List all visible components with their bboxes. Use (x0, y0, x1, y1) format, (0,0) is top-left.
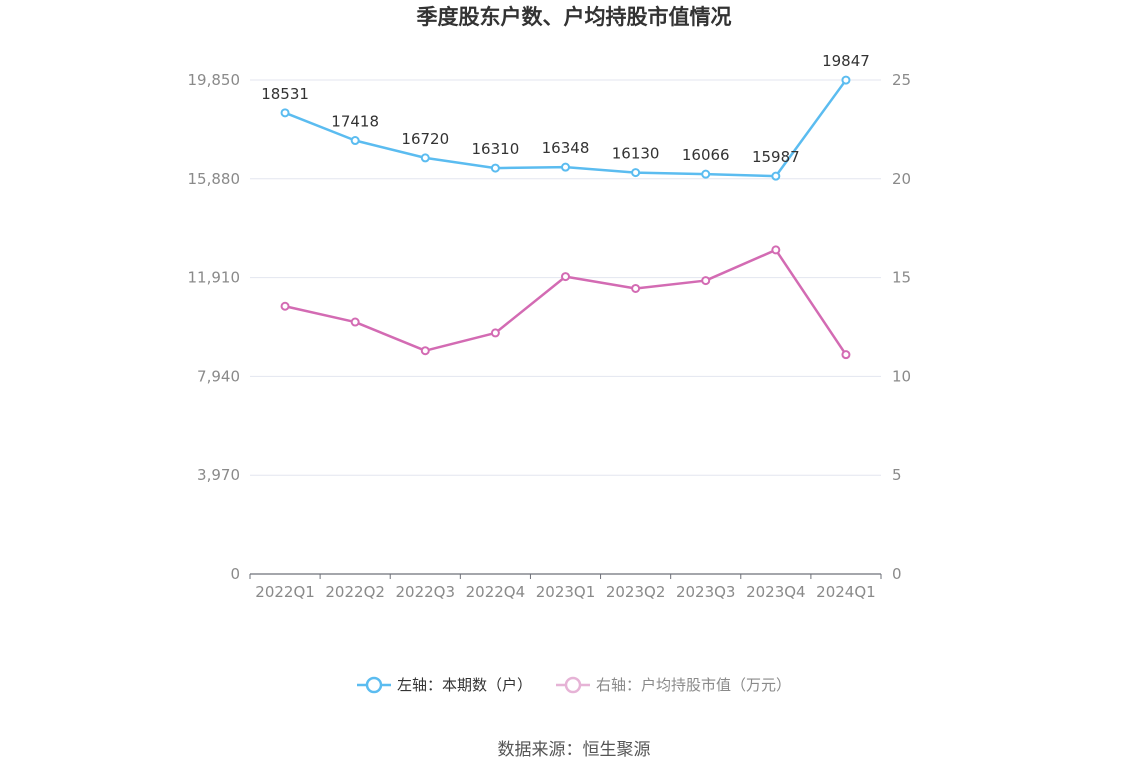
x-tick-label: 2022Q4 (466, 583, 526, 601)
legend-item-0[interactable]: 左轴：本期数（户） (357, 676, 532, 694)
x-tick-label: 2022Q1 (255, 583, 315, 601)
series-point-1[interactable] (490, 328, 500, 338)
right-tick-label: 0 (892, 565, 902, 583)
left-tick-label: 3,970 (197, 466, 240, 484)
series-point-0[interactable] (771, 171, 781, 181)
series-point-1[interactable] (771, 245, 781, 255)
series-point-1[interactable] (841, 350, 851, 360)
series-point-0[interactable] (350, 136, 360, 146)
series-point-1[interactable] (631, 283, 641, 293)
x-tick-label: 2024Q1 (816, 583, 876, 601)
data-label: 16066 (682, 146, 730, 164)
series-point-0[interactable] (420, 153, 430, 163)
data-label: 16310 (472, 140, 520, 158)
right-tick-label: 5 (892, 466, 902, 484)
x-axis: 2022Q1 2022Q2 2022Q3 2022Q4 2023Q1 2023Q2 2023… (249, 573, 882, 601)
left-tick-label: 19,850 (188, 71, 241, 89)
x-tick-label: 2023Q1 (536, 583, 596, 601)
data-label: 19847 (822, 52, 870, 70)
series-point-1[interactable] (561, 272, 570, 282)
legend-item-1[interactable]: 右轴：户均持股市值（万元） (556, 676, 791, 694)
series-point-0[interactable] (280, 108, 290, 118)
source-note: 数据来源：恒生聚源 (498, 740, 651, 760)
right-tick-label: 15 (892, 269, 911, 287)
series-point-0[interactable] (631, 168, 641, 178)
right-tick-label: 10 (892, 367, 911, 385)
left-tick-label: 7,940 (197, 367, 240, 385)
series-point-0[interactable] (561, 162, 570, 172)
data-label: 16720 (401, 130, 449, 148)
right-tick-label: 20 (892, 170, 911, 188)
series-point-1[interactable] (420, 346, 430, 356)
right-axis: 0 5 10 15 20 25 (892, 71, 911, 583)
left-tick-label: 15,880 (188, 170, 241, 188)
legend-symbol-marker (365, 676, 383, 694)
x-tick-label: 2023Q4 (746, 583, 806, 601)
legend[interactable]: 左轴：本期数（户） 右轴：户均持股市值（万元） (357, 676, 791, 694)
left-tick-label: 0 (230, 565, 240, 583)
data-label: 18531 (261, 85, 309, 103)
data-label: 16348 (542, 139, 590, 157)
x-tick-label: 2022Q2 (325, 583, 385, 601)
series-point-1[interactable] (350, 317, 360, 327)
left-tick-label: 11,910 (188, 269, 241, 287)
series-point-1[interactable] (701, 276, 711, 286)
series-line-1 (284, 248, 847, 356)
series-point-0[interactable] (490, 163, 500, 173)
data-label: 15987 (752, 148, 800, 166)
series-point-1[interactable] (280, 301, 290, 311)
series-point-0[interactable] (701, 169, 711, 179)
legend-label: 右轴：户均持股市值（万元） (596, 676, 791, 694)
x-tick-label: 2022Q3 (396, 583, 456, 601)
left-axis: 0 3,970 7,940 11,910 15,880 19,850 (188, 71, 241, 583)
x-tick-label: 2023Q2 (606, 583, 666, 601)
legend-symbol-marker (564, 676, 582, 694)
data-label: 16130 (612, 145, 660, 163)
chart-title: 季度股东户数、户均持股市值情况 (417, 5, 732, 29)
series-point-0[interactable] (841, 75, 851, 85)
data-label: 17418 (331, 113, 379, 131)
right-tick-label: 25 (892, 71, 911, 89)
x-tick-label: 2023Q3 (676, 583, 736, 601)
series-layer: 18531 17418 16720 16310 16348 16130 16066 15987… (261, 52, 870, 360)
legend-label: 左轴：本期数（户） (397, 676, 532, 694)
